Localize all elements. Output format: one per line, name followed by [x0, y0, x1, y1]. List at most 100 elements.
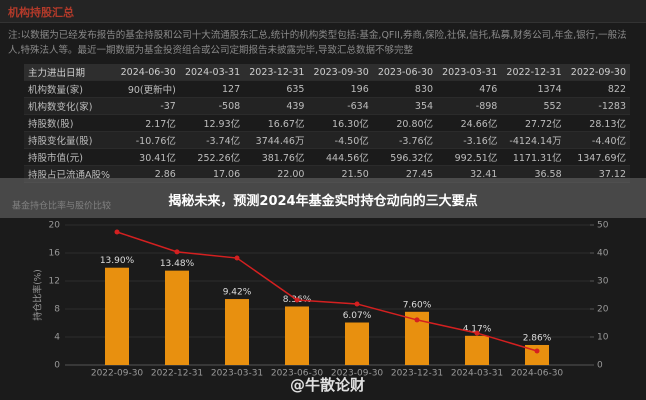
- table-row: 持股变化量(股) -10.76亿 -3.74亿 3744.46万 -4.50亿 -3.76…: [24, 131, 630, 149]
- table-cell: -10.76亿: [115, 131, 180, 149]
- y-tick-label: 12: [49, 277, 60, 287]
- x-tick-label: 2024-03-31: [451, 369, 503, 379]
- bar: [465, 335, 489, 365]
- header: 机构持股汇总: [0, 0, 646, 23]
- x-tick-label: 2023-06-30: [271, 369, 324, 379]
- line-point: [294, 297, 300, 303]
- table-cell: 持股市值(元): [24, 148, 116, 166]
- table-cell: 635: [244, 80, 309, 98]
- bar: [165, 270, 189, 365]
- x-tick-label: 2022-09-30: [91, 369, 144, 379]
- bar: [225, 299, 249, 365]
- table-cell: -898: [437, 97, 502, 115]
- table-cell: 196: [308, 80, 373, 98]
- table-cell: 476: [437, 80, 502, 98]
- x-tick-label: 2023-03-31: [211, 369, 263, 379]
- table-cell: 24.66亿: [437, 114, 502, 132]
- table-cell: 354: [372, 97, 438, 115]
- y2-tick-label: 50: [597, 221, 609, 231]
- table-cell: 机构数量(家): [24, 80, 116, 98]
- table-row: 持股数(股) 2.17亿 12.93亿 16.67亿 16.30亿 20.80亿 24.66…: [24, 114, 630, 132]
- bar: [105, 267, 129, 365]
- data-label: 13.48%: [160, 259, 195, 269]
- table-cell: 830: [372, 80, 438, 98]
- table-cell: 992.51亿: [437, 148, 502, 166]
- table-cell: 2022-09-30: [565, 64, 630, 81]
- y-tick-label: 4: [54, 333, 60, 343]
- table-cell: 444.56亿: [308, 148, 373, 166]
- data-label: 13.90%: [100, 256, 135, 266]
- table-row: 机构数量(家) 90(更新中) 127 635 196 830 476 1374 822: [24, 80, 630, 98]
- table-cell: 1374: [501, 80, 566, 98]
- table-cell: -4.40亿: [565, 131, 630, 149]
- table-cell: 822: [565, 80, 630, 98]
- bar: [285, 306, 309, 365]
- table-cell: 596.32亿: [372, 148, 438, 166]
- table-cell: 2023-03-31: [437, 64, 502, 81]
- data-label: 4.17%: [463, 324, 492, 334]
- table-cell: 2023-06-30: [372, 64, 438, 81]
- y2-tick-label: 30: [597, 277, 609, 287]
- table-cell: 252.26亿: [179, 148, 245, 166]
- bar: [345, 322, 369, 365]
- table-cell: 552: [501, 97, 566, 115]
- line: [116, 231, 538, 352]
- table-cell: 1347.69亿: [565, 148, 630, 166]
- data-label: 6.07%: [343, 311, 372, 321]
- table-row: 主力进出日期 2024-06-30 2024-03-31 2023-12-31 2023…: [24, 64, 630, 81]
- y2-tick-label: 40: [597, 249, 609, 259]
- table-cell: 3744.46万: [244, 131, 309, 149]
- table-cell: -508: [179, 97, 245, 115]
- note: 注:以数据为已经发布报告的基金持股和公司十大流通股东汇总,统计的机构类型包括:基…: [8, 30, 627, 56]
- table-cell: 27.72亿: [501, 114, 566, 132]
- table-cell: 2.17亿: [115, 114, 180, 132]
- table-cell: 30.41亿: [115, 148, 180, 166]
- table-row: 持股市值(元) 30.41亿 252.26亿 381.76亿 444.56亿 596.32…: [24, 148, 630, 166]
- line-point: [534, 348, 540, 354]
- table-cell: -37: [115, 97, 180, 115]
- table-cell: 2023-12-31: [244, 64, 309, 81]
- table-cell: 持股变化量(股): [24, 131, 116, 149]
- y2-tick-label: 20: [597, 305, 609, 315]
- y-tick-label: 20: [49, 221, 61, 231]
- banner-text: 揭秘未来，预测2024年基金实时持仓动向的三大要点: [168, 194, 478, 209]
- table-cell: 20.80亿: [372, 114, 438, 132]
- table-cell: 439: [244, 97, 309, 115]
- table-cell: -1283: [565, 97, 630, 115]
- table-cell: 2024-03-31: [179, 64, 245, 81]
- holdings-table: 主力进出日期 2024-06-30 2024-03-31 2023-12-31 2023…: [24, 64, 630, 183]
- y-tick-label: 16: [49, 249, 61, 259]
- data-label: 2.86%: [523, 333, 552, 343]
- line-point: [474, 330, 480, 336]
- table-cell: 持股数(股): [24, 114, 116, 132]
- y-tick-label: 8: [54, 305, 60, 315]
- table-cell: 16.67亿: [244, 114, 309, 132]
- table-cell: 机构数变化(家): [24, 97, 116, 115]
- line-point: [354, 301, 360, 307]
- table-cell: 2023-09-30: [308, 64, 373, 81]
- line-point: [174, 249, 180, 255]
- y2-tick-label: 10: [597, 333, 609, 343]
- banner: 揭秘未来，预测2024年基金实时持仓动向的三大要点: [0, 178, 646, 218]
- table-row: 机构数变化(家) -37 -508 439 -634 354 -898 552 -1283: [24, 97, 630, 115]
- table-cell: 381.76亿: [244, 148, 309, 166]
- table-cell: 主力进出日期: [24, 64, 116, 81]
- x-tick-label: 2023-09-30: [331, 369, 384, 379]
- table-cell: 16.30亿: [308, 114, 373, 132]
- watermark: @牛散论财: [290, 376, 366, 394]
- y2-tick-label: 0: [597, 361, 603, 371]
- line-point: [414, 317, 420, 323]
- x-tick-label: 2023-12-31: [391, 369, 443, 379]
- y-axis-label: 持仓比率(%): [32, 269, 44, 321]
- table-cell: -3.74亿: [179, 131, 245, 149]
- table-cell: -3.16亿: [437, 131, 502, 149]
- table-cell: 2024-06-30: [115, 64, 180, 81]
- x-tick-label: 2024-06-30: [511, 369, 564, 379]
- line-point: [114, 229, 120, 235]
- table-cell: 28.13亿: [565, 114, 630, 132]
- header-title: 机构持股汇总: [8, 6, 74, 19]
- table-cell: 12.93亿: [179, 114, 245, 132]
- table-cell: -4.50亿: [308, 131, 373, 149]
- table-cell: -4124.14万: [501, 131, 566, 149]
